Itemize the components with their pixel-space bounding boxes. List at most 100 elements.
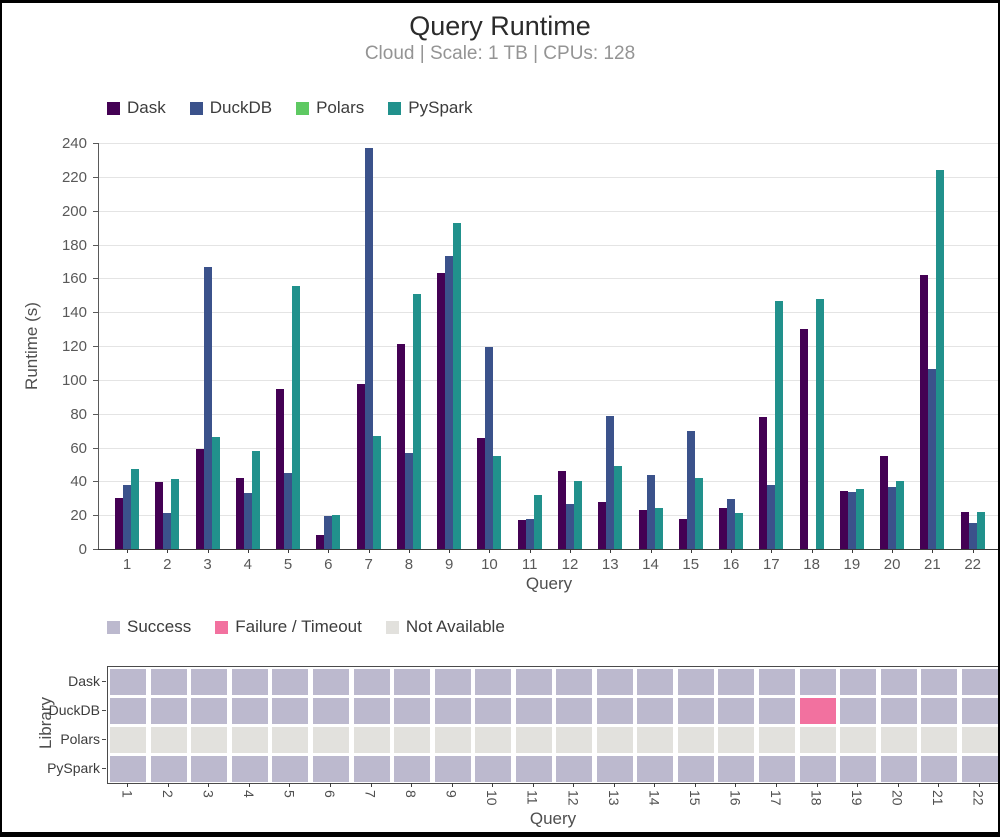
heatmap-col-label: 17 bbox=[768, 790, 784, 806]
y-tick-mark bbox=[93, 278, 98, 280]
status-legend-label: Failure / Timeout bbox=[235, 617, 362, 636]
y-tick-label: 240 bbox=[61, 135, 87, 152]
x-axis-spine bbox=[98, 549, 998, 550]
heatmap-cell-polars-q6 bbox=[313, 726, 349, 753]
bar-pyspark-q5 bbox=[292, 285, 301, 549]
x-tick-label: 17 bbox=[762, 556, 780, 573]
heatmap-cell-pyspark-q8 bbox=[394, 755, 431, 782]
heatmap-cell-polars-q4 bbox=[231, 726, 268, 753]
heatmap-cell-duckdb-q8 bbox=[394, 697, 431, 724]
y-tick-mark bbox=[93, 210, 98, 212]
heatmap-x-axis-label: Query bbox=[529, 809, 577, 828]
heatmap-cell-duckdb-q20 bbox=[880, 697, 917, 724]
heatmap-cell-polars-q22 bbox=[961, 726, 998, 753]
y-tick-label: 0 bbox=[78, 541, 87, 558]
x-tick-label: 7 bbox=[364, 556, 373, 573]
y-axis-spine bbox=[98, 143, 99, 549]
heatmap-col-tick bbox=[573, 783, 575, 787]
bar-dask-q9 bbox=[437, 273, 446, 549]
x-tick-label: 20 bbox=[883, 556, 901, 573]
x-tick-mark bbox=[811, 549, 813, 553]
legend-label: PySpark bbox=[408, 98, 473, 117]
heatmap-cell-duckdb-q9 bbox=[434, 697, 471, 724]
runtime-y-axis-label: Runtime (s) bbox=[22, 302, 41, 390]
bar-duckdb-q8 bbox=[404, 452, 413, 549]
x-tick-label: 1 bbox=[122, 556, 132, 573]
heatmap-cell-duckdb-q2 bbox=[150, 697, 187, 724]
y-tick-mark bbox=[93, 413, 98, 415]
runtime-bar-chart: 0 20 40 60 80 100 120 140 160 180 200 220 240 1 2 3 4 5 6 7… bbox=[62, 135, 998, 573]
heatmap-cell-polars-q2 bbox=[150, 726, 187, 753]
gridline bbox=[99, 244, 998, 246]
status-legend-item-not_available: Not Available bbox=[385, 617, 505, 637]
y-tick-mark bbox=[93, 481, 98, 483]
heatmap-col-label: 8 bbox=[403, 790, 420, 798]
gridline bbox=[99, 278, 998, 280]
x-tick-label: 11 bbox=[521, 556, 538, 573]
heatmap-cell-polars-q7 bbox=[353, 726, 390, 753]
heatmap-col-label: 1 bbox=[119, 790, 136, 798]
heatmap-cell-dask-q11 bbox=[515, 668, 552, 695]
heatmap-cell-pyspark-q15 bbox=[677, 755, 714, 782]
bar-dask-q22 bbox=[960, 511, 969, 549]
heatmap-col-tick bbox=[289, 783, 291, 787]
heatmap-cell-duckdb-q7 bbox=[353, 697, 390, 724]
bar-pyspark-q3 bbox=[211, 437, 220, 549]
heatmap-row-tick bbox=[102, 738, 106, 740]
heatmap-cell-polars-q9 bbox=[434, 726, 471, 753]
heatmap-cell-polars-q12 bbox=[556, 726, 593, 753]
pyspark-swatch-icon bbox=[388, 101, 402, 115]
x-tick-label: 16 bbox=[722, 556, 740, 573]
legend-item-dask: Dask bbox=[107, 98, 166, 118]
heatmap-cell-duckdb-q11 bbox=[515, 697, 552, 724]
heatmap-cell-dask-q9 bbox=[434, 668, 471, 695]
polars-swatch-icon bbox=[296, 101, 310, 115]
gridline bbox=[99, 379, 998, 381]
bar-dask-q3 bbox=[195, 449, 204, 549]
x-tick-label: 3 bbox=[203, 556, 212, 573]
heatmap-cell-polars-q13 bbox=[596, 726, 633, 753]
bar-dask-q8 bbox=[396, 344, 405, 549]
bar-duckdb-q14 bbox=[646, 474, 655, 549]
x-tick-mark bbox=[167, 549, 169, 553]
heatmap-cell-dask-q6 bbox=[313, 668, 349, 695]
status-legend-label: Success bbox=[127, 617, 192, 636]
heatmap-col-label: 14 bbox=[646, 790, 663, 806]
failure-swatch-icon bbox=[215, 620, 229, 634]
heatmap-cell-polars-q14 bbox=[637, 726, 674, 753]
bar-pyspark-q19 bbox=[855, 488, 864, 549]
heatmap-col-label: 15 bbox=[686, 790, 703, 806]
heatmap-cell-dask-q2 bbox=[150, 668, 187, 695]
bar-pyspark-q9 bbox=[453, 223, 462, 549]
bar-duckdb-q10 bbox=[485, 346, 494, 549]
status-legend: Success Failure / Timeout Not Available bbox=[107, 617, 505, 637]
bar-duckdb-q6 bbox=[324, 516, 333, 549]
heatmap-cell-dask-q15 bbox=[677, 668, 714, 695]
heatmap-col-label: 20 bbox=[889, 790, 906, 806]
heatmap-cell-pyspark-q9 bbox=[434, 755, 471, 782]
heatmap-col-tick bbox=[857, 783, 859, 787]
heatmap-cell-duckdb-q1 bbox=[110, 697, 147, 724]
heatmap-cell-pyspark-q12 bbox=[556, 755, 593, 782]
heatmap-col-tick bbox=[735, 783, 737, 787]
legend-label: DuckDB bbox=[209, 98, 273, 117]
y-tick-label: 140 bbox=[61, 304, 87, 322]
heatmap-col-tick bbox=[451, 783, 453, 787]
legend-item-polars: Polars bbox=[296, 98, 364, 118]
bar-duckdb-q5 bbox=[284, 472, 293, 549]
x-tick-mark bbox=[408, 549, 410, 553]
heatmap-cell-duckdb-q15 bbox=[677, 697, 714, 724]
heatmap-cell-pyspark-q3 bbox=[191, 755, 228, 782]
heatmap-cell-pyspark-q16 bbox=[718, 755, 755, 782]
bar-pyspark-q10 bbox=[493, 455, 502, 549]
heatmap-cell-dask-q5 bbox=[272, 668, 309, 695]
x-tick-label: 15 bbox=[682, 556, 700, 573]
x-tick-mark bbox=[489, 549, 491, 553]
bar-duckdb-q1 bbox=[123, 484, 131, 549]
x-tick-label: 6 bbox=[324, 556, 333, 573]
heatmap-cell-polars-q15 bbox=[677, 726, 714, 753]
heatmap-cell-pyspark-q5 bbox=[272, 755, 309, 782]
x-tick-mark bbox=[892, 549, 894, 553]
bar-duckdb-q21 bbox=[928, 368, 937, 549]
heatmap-cell-duckdb-q4 bbox=[231, 697, 268, 724]
